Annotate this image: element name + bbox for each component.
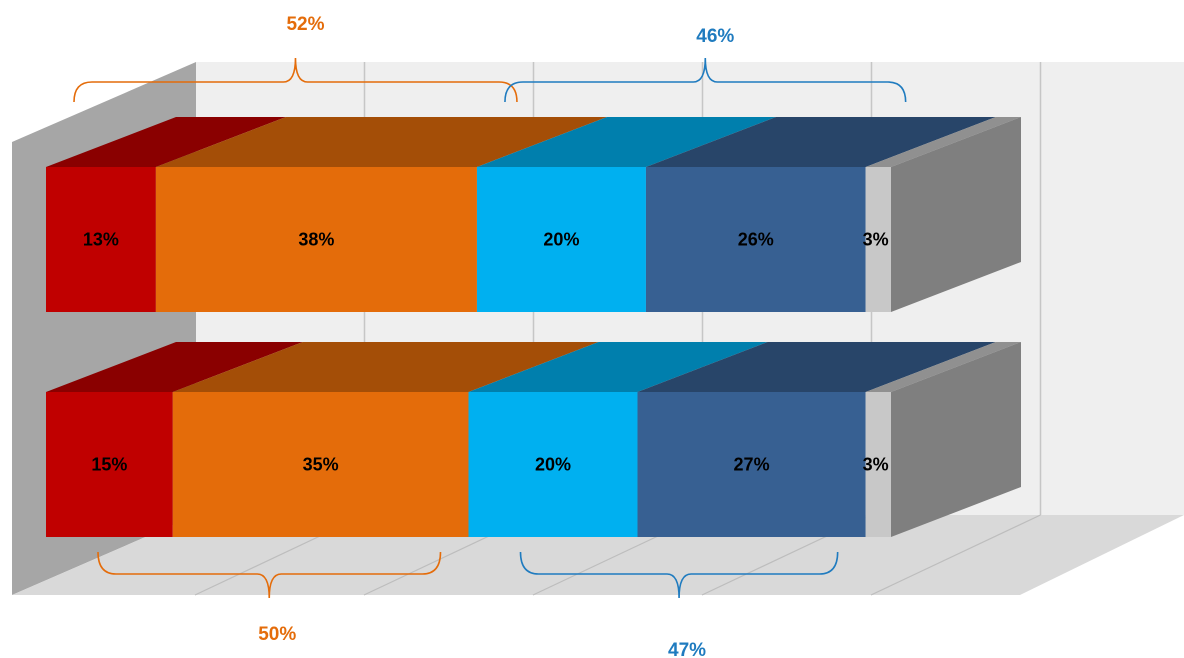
brace-annotations: 52% 46% 50% 47% [73,14,907,658]
bar-segment-top [46,117,286,167]
bar-segment-top [155,117,607,167]
bar-segment-top [46,342,303,392]
bar-end-face [891,342,1021,537]
floor-gridline [870,514,1041,596]
bar-segment [637,392,866,537]
brace-path [519,551,839,599]
bar-segment-top [468,342,768,392]
bar-segment [645,167,866,312]
bar-segment [468,392,638,537]
segment-value-label: 3% [863,230,889,250]
bar-2: 15% 35% 20% 27% 3% [46,342,1021,537]
bar-segment [865,167,891,312]
bar-group: 13% 38% 20% 26% 3% 15% 35% 20% 27% 3% [46,117,1021,537]
bar-segment-top [172,342,599,392]
bar-segment [172,392,469,537]
brace-total-label: 52% [286,14,324,35]
bar-segment [46,167,156,312]
segment-value-label: 15% [91,455,127,475]
bar-segment-top [637,342,996,392]
brace-annotation: 50% [97,551,442,645]
segment-value-label: 35% [303,455,339,475]
segment-value-label: 3% [863,455,889,475]
bar-1: 13% 38% 20% 26% 3% [46,117,1021,312]
brace-annotation: 47% [519,551,839,658]
brace-annotation: 52% [73,14,518,103]
brace-total-label: 46% [696,26,734,47]
segment-value-label: 20% [535,455,571,475]
bar-segment-top [645,117,996,167]
bar-segment-top [865,117,1021,167]
brace-annotation: 46% [504,26,907,103]
segment-value-label: 38% [298,230,334,250]
bar-segment [155,167,477,312]
bar-end-face [891,117,1021,312]
brace-path [73,57,518,103]
segment-value-label: 27% [734,455,770,475]
bar-segment-top [865,342,1021,392]
brace-path [97,551,442,599]
bar-segment-top [476,117,776,167]
bar-segment [865,392,891,537]
brace-total-label: 47% [668,640,706,658]
brace-total-label: 50% [258,624,296,645]
bar-segment [46,392,173,537]
brace-path [504,57,907,103]
segment-value-label: 13% [83,230,119,250]
bar-segment [476,167,646,312]
segment-value-label: 26% [738,230,774,250]
segment-value-label: 20% [543,230,579,250]
